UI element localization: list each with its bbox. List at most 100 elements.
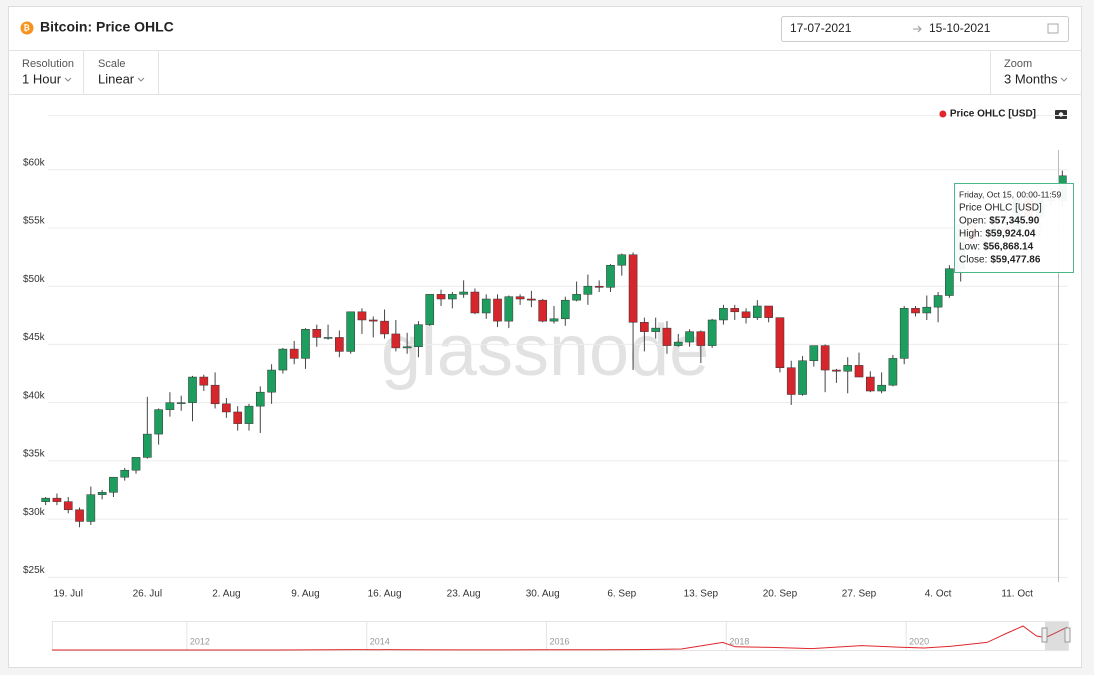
x-tick-label: 9. Aug [291,589,319,600]
date-picker[interactable] [781,16,1069,42]
candle-body [120,469,130,478]
candle-body [470,291,480,314]
candle-body [730,308,740,313]
y-tick-label: $55k [23,216,46,227]
navigator-frame [52,621,1069,651]
x-tick-label: 6. Sep [607,589,636,600]
x-tick-label: 13. Sep [684,589,719,600]
candle-body [640,322,649,332]
candle-body [188,376,197,403]
control-value[interactable]: 3 Months [1004,71,1058,86]
candle-body [210,384,220,405]
candle-body [346,311,355,352]
navigator-handle[interactable] [1064,627,1071,643]
date-to[interactable]: 15-10-2021 [929,21,991,35]
candle-body [357,311,367,321]
tooltip-label: High: [959,229,982,240]
chevron[interactable] [137,77,145,82]
tooltip-value: $56,868.14 [983,242,1033,253]
candle-body [109,476,118,493]
candle-body [312,329,322,338]
calendar-icon[interactable] [1047,23,1059,34]
chevron[interactable] [64,77,72,82]
candle-body [504,296,514,322]
candle-body [741,311,751,318]
candle-body [267,369,276,393]
y-tick-label: $40k [23,390,46,401]
y-tick-label: $35k [23,449,46,460]
candle-body [685,331,694,343]
candle-body [176,402,186,404]
candle-body [606,264,615,288]
control-label: Scale [98,58,126,70]
candle-body [673,341,683,346]
legend-label: Price OHLC [USD] [950,109,1036,120]
candle-body [877,384,886,392]
candle-body [854,365,864,378]
bitcoin-icon [20,21,34,35]
candle-body [52,497,62,502]
candle-body [549,318,559,322]
candle-body [707,319,717,346]
date-from[interactable]: 17-07-2021 [790,21,852,35]
candle-body [448,294,457,300]
candle-body [278,348,288,371]
legend-marker [939,110,947,118]
candle-body [75,509,84,522]
control-value[interactable]: Linear [98,71,135,86]
candle-body [323,337,333,339]
navigator-tick-label: 2020 [909,636,929,646]
candle-body [154,409,163,435]
candle-body [786,367,796,395]
candle-body [560,299,570,320]
candle-body [255,391,265,407]
candle-body [753,305,762,318]
x-tick-label: 2. Aug [212,589,240,600]
camera-lens [1058,112,1064,117]
candle-body [922,306,932,314]
candle-body [481,298,491,314]
x-tick-label: 20. Sep [763,589,798,600]
tooltip-value: $59,924.04 [985,229,1035,240]
tooltip-label: Close: [959,255,987,266]
navigator-tick-label: 2016 [550,636,570,646]
candle-body [696,331,706,346]
navigator-tick-label: 2018 [729,636,749,646]
x-tick-label: 4. Oct [925,589,952,600]
candle-body [222,403,231,413]
candle-body [832,369,841,372]
navigator-tick-label: 2014 [370,636,390,646]
candle-body [425,294,435,325]
control-value[interactable]: 1 Hour [22,71,62,86]
y-tick-label: $50k [23,274,46,285]
candle-body [662,327,672,346]
chevron[interactable] [1060,77,1068,82]
candle-body [628,254,638,323]
navigator-selection[interactable] [1045,622,1068,650]
candle-body [538,299,548,322]
candle-body [899,308,909,359]
candle-body [527,298,536,301]
candle-body [911,308,920,314]
candle-body [380,320,389,335]
candle-body [335,337,344,352]
candle-body [368,319,378,322]
candle-body [945,268,954,296]
x-tick-label: 16. Aug [368,589,402,600]
candle-body [86,494,96,522]
bitcoin-icon-glyph: ₿ [23,24,30,33]
candle-body [244,405,254,424]
candle-body [583,285,593,295]
x-tick-label: 19. Jul [54,589,83,600]
candle-body [809,345,819,361]
candle-body [719,308,728,321]
tooltip-label: Open: [959,216,986,227]
navigator-handle[interactable] [1041,627,1048,643]
candle-body [41,497,50,502]
navigator-tick-label: 2012 [190,636,210,646]
candle-body [798,360,807,395]
candle-body [436,294,446,300]
y-tick-label: $45k [23,332,46,343]
candle-body [233,411,243,424]
